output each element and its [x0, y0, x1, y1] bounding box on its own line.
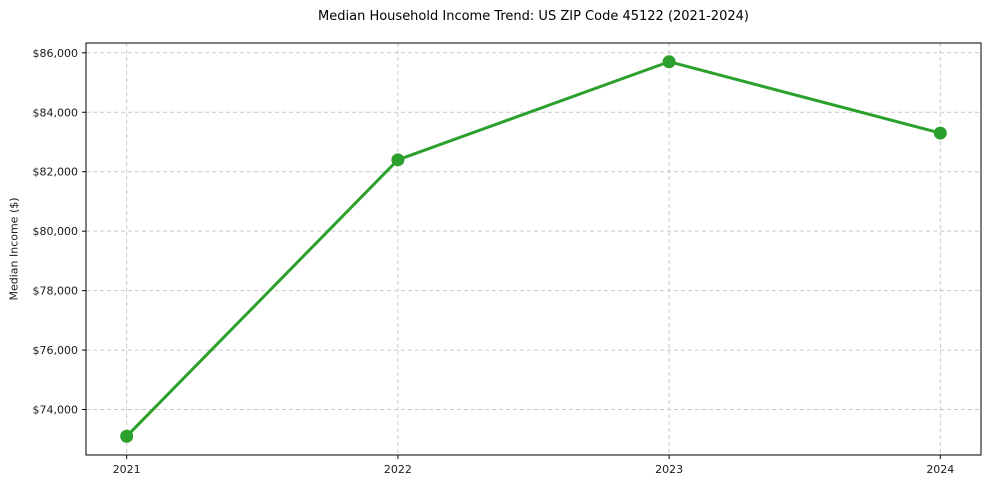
data-point-2024 — [933, 126, 947, 140]
chart-title: Median Household Income Trend: US ZIP Co… — [318, 9, 749, 24]
x-tick-label: 2022 — [384, 463, 412, 476]
y-tick-label: $82,000 — [33, 166, 79, 179]
x-tick-label: 2024 — [926, 463, 954, 476]
data-point-2021 — [120, 429, 134, 443]
y-tick-label: $86,000 — [33, 47, 79, 60]
x-tick-label: 2021 — [113, 463, 141, 476]
data-point-2022 — [391, 153, 405, 167]
y-tick-label: $74,000 — [33, 404, 79, 417]
plot-border — [85, 42, 982, 456]
y-tick-label: $76,000 — [33, 344, 79, 357]
y-tick-label: $84,000 — [33, 106, 79, 119]
x-tick-label: 2023 — [655, 463, 683, 476]
trend-line — [125, 60, 942, 438]
data-point-2023 — [662, 55, 676, 69]
y-tick-label: $78,000 — [33, 285, 79, 298]
y-tick-label: $80,000 — [33, 225, 79, 238]
